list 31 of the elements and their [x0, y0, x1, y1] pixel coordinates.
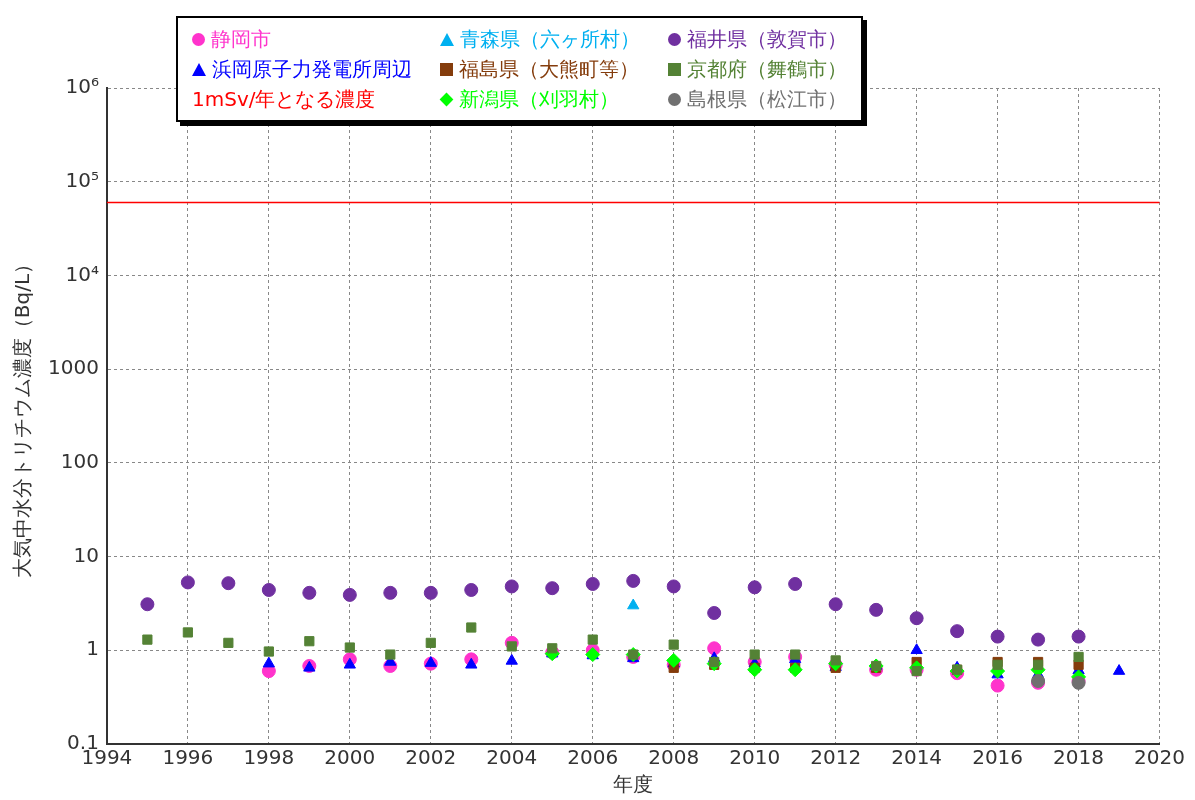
x-tick-label: 2008 — [648, 745, 700, 770]
y-tick-label: 100 — [60, 449, 99, 474]
x-tick-label: 1996 — [162, 745, 214, 770]
legend-label: 京都府（舞鶴市） — [686, 55, 847, 83]
y-tick-label: 1000 — [47, 355, 99, 380]
y-tick-label: 1 — [86, 636, 99, 661]
y-tick-label: 10⁵ — [65, 167, 99, 192]
x-tick-label: 2020 — [1134, 745, 1185, 770]
legend-label: 福井県（敦賀市） — [686, 25, 847, 53]
x-axis-title: 年度 — [613, 772, 654, 797]
legend-label: 島根県（松江市） — [686, 85, 847, 113]
x-tick-label: 2006 — [567, 745, 619, 770]
x-tick-label: 2004 — [486, 745, 538, 770]
x-tick-label: 2002 — [405, 745, 457, 770]
legend-label: 浜岡原子力発電所周辺 — [211, 55, 412, 83]
y-tick-label: 10 — [73, 542, 99, 567]
x-tick-label: 2018 — [1053, 745, 1105, 770]
x-tick-label: 2000 — [324, 745, 376, 770]
x-tick-label: 2012 — [810, 745, 862, 770]
x-tick-label: 1998 — [243, 745, 295, 770]
ref-line-label: 1mSv/年となる濃度 — [192, 85, 377, 113]
legend-label: 青森県（六ヶ所村） — [459, 25, 640, 53]
legend-label: 福島県（大熊町等） — [458, 55, 640, 83]
y-tick-label: 10⁴ — [65, 261, 99, 286]
x-tick-label: 2016 — [972, 745, 1024, 770]
legend-label: 静岡市 — [210, 25, 272, 53]
x-tick-label: 2014 — [891, 745, 943, 770]
legend-label: 新潟県（刈羽村） — [458, 85, 620, 113]
x-tick-label: 2010 — [729, 745, 781, 770]
y-tick-label: 10⁶ — [65, 74, 99, 99]
y-axis-title: 大気中水分トリチウム濃度（Bq/L） — [10, 253, 35, 579]
